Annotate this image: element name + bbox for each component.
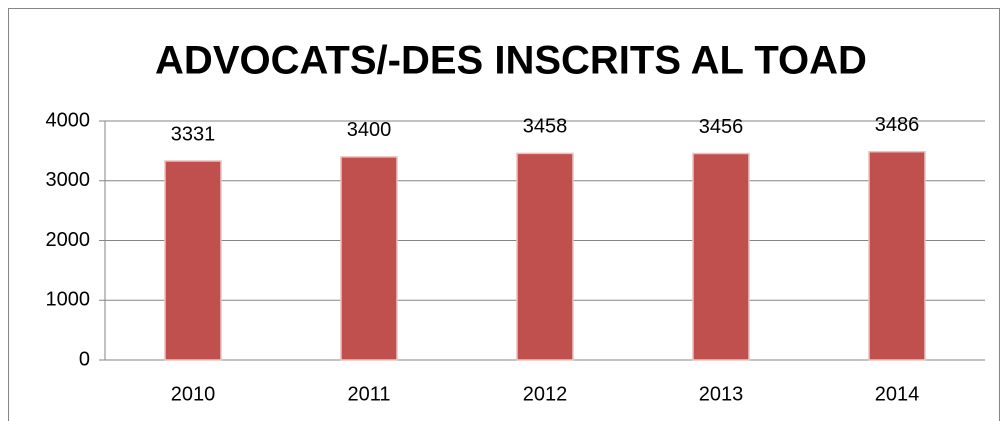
- data-label: 3458: [523, 116, 568, 138]
- x-tick-label: 2014: [875, 383, 920, 405]
- y-tick-label: 3000: [46, 169, 91, 191]
- data-label: 3486: [875, 114, 920, 136]
- chart-frame: [8, 8, 1000, 421]
- x-tick-label: 2013: [699, 383, 744, 405]
- bar: [516, 152, 574, 361]
- chart-title: ADVOCATS/-DES INSCRITS AL TOAD: [155, 39, 867, 83]
- data-label: 3456: [699, 116, 744, 138]
- x-tick-label: 2011: [347, 383, 390, 405]
- x-tick-label: 2012: [523, 383, 568, 405]
- bar: [692, 152, 750, 361]
- data-label: 3331: [171, 123, 216, 145]
- bar: [164, 160, 222, 361]
- data-label: 3400: [347, 119, 392, 141]
- bar: [868, 150, 926, 361]
- y-tick-label: 2000: [46, 229, 91, 251]
- bar: [340, 156, 398, 361]
- y-tick-label: 1000: [46, 289, 91, 311]
- y-tick-label: 4000: [46, 109, 91, 131]
- y-tick-label: 0: [79, 348, 90, 370]
- x-tick-label: 2010: [171, 383, 216, 405]
